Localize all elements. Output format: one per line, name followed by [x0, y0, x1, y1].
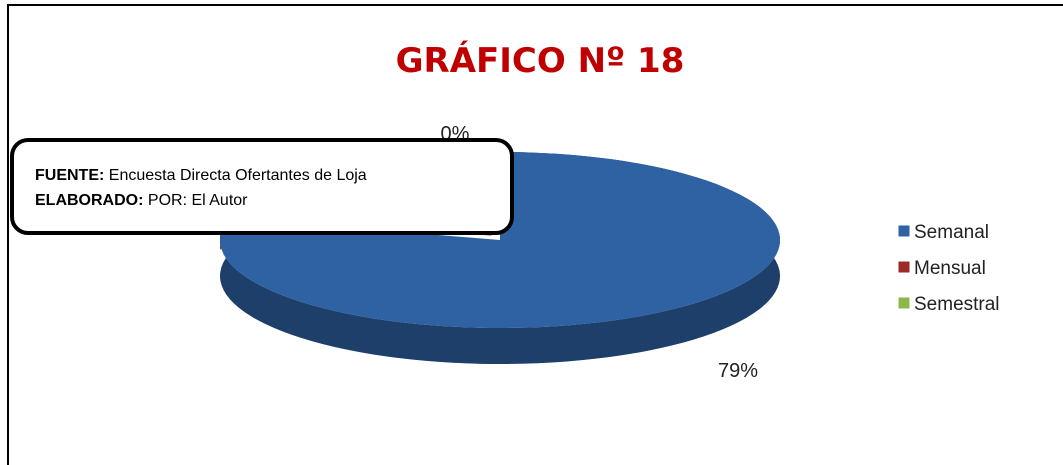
legend-label: Semestral — [914, 294, 1000, 315]
note-box — [10, 138, 514, 235]
legend-label: Mensual — [914, 258, 986, 279]
source-label: FUENTE: — [35, 167, 104, 184]
source-text: Encuesta Directa Ofertantes de Loja — [109, 167, 367, 184]
legend-swatch — [897, 224, 911, 238]
legend-swatch — [897, 260, 911, 274]
legend-label: Semanal — [914, 222, 989, 243]
chart-title: GRÁFICO Nº 18 — [396, 40, 685, 81]
note-line: ELABORADO: POR: El Autor — [35, 192, 248, 209]
slice — [220, 152, 781, 364]
author-label: ELABORADO: — [35, 192, 143, 209]
slice-top — [220, 152, 780, 328]
legend: Semanal Mensual Semestral — [897, 222, 1000, 315]
note-line: FUENTE: Encuesta Directa Ofertantes de L… — [35, 167, 367, 184]
source-note: FUENTE: Encuesta Directa Ofertantes de L… — [10, 138, 514, 235]
author-text: POR: El Autor — [148, 192, 248, 209]
data-label: 79% — [718, 360, 758, 382]
legend-swatch — [897, 296, 911, 310]
